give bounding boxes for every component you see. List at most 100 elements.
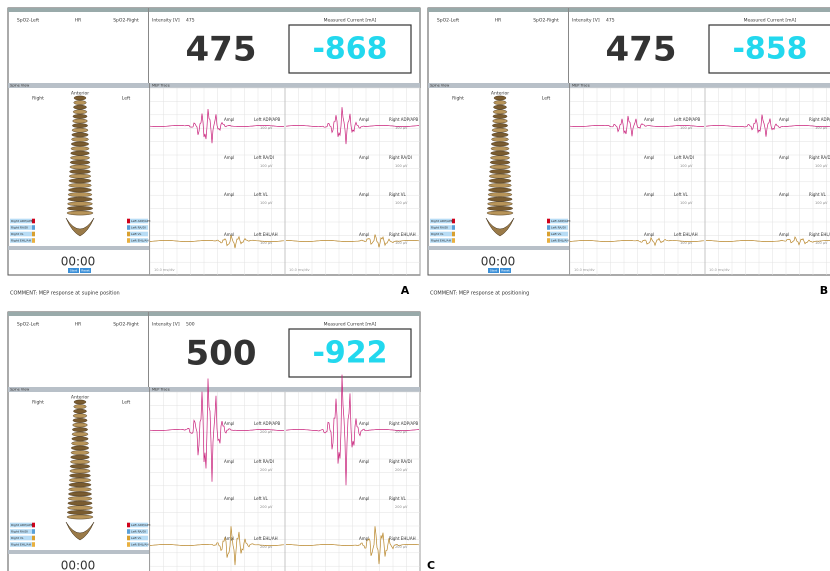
mep-trace-title: MEP Trace — [152, 84, 170, 88]
section-bar — [428, 83, 830, 88]
scale-label: 100 µV — [680, 201, 693, 205]
legend-label: Left ADP/APB — [131, 523, 151, 527]
intensity-label: Intensity [V] — [152, 322, 180, 328]
legend-swatch — [127, 529, 130, 534]
vertebra — [490, 160, 510, 164]
ampl-label: Ampl — [224, 155, 234, 160]
channel-label: Right EHL/AH — [809, 232, 830, 237]
vertebra — [67, 206, 92, 210]
scale-label: 200 µV — [395, 505, 408, 509]
ampl-label: Ampl — [224, 192, 234, 197]
vertebra — [72, 124, 87, 128]
channel-label: Right RA/DI — [389, 155, 412, 160]
vertebra — [71, 151, 90, 155]
legend-swatch — [32, 225, 35, 230]
vertebra — [73, 423, 88, 427]
channel-label: Left VL — [254, 192, 269, 197]
channel-label: Left EHL/AH — [674, 232, 698, 237]
intensity-value: 500 — [186, 322, 195, 328]
vertebra — [488, 202, 513, 206]
scale-label: 100 µV — [260, 164, 273, 168]
spine-anterior: Anterior — [491, 91, 509, 97]
intensity-value: 475 — [606, 18, 615, 24]
vertebra — [69, 174, 91, 178]
legend-label: Right RA/DI — [11, 530, 28, 534]
channel-label: Right EHL/AH — [389, 232, 416, 237]
vertebra — [73, 414, 87, 418]
legend-label: Right EHL/AH — [11, 239, 31, 243]
vertebra — [68, 193, 92, 197]
ampl-label: Ampl — [224, 459, 234, 464]
channel-label: Left EHL/AH — [254, 232, 278, 237]
timebase: 10.0 ms/div — [289, 268, 310, 272]
vertebra — [489, 174, 511, 178]
ampl-label: Ampl — [644, 155, 654, 160]
section-bar — [8, 83, 420, 88]
panel-letter: A — [401, 284, 410, 297]
vertebra — [490, 165, 510, 169]
button-label: Reset — [81, 269, 90, 273]
vital-label: SpO2-Right — [113, 322, 139, 328]
vertebra — [71, 147, 89, 151]
spine-right: Right — [32, 400, 44, 406]
ampl-label: Ampl — [359, 421, 369, 426]
spine-left: Left — [542, 96, 551, 102]
channel-label: Right EHL/AH — [389, 536, 416, 541]
button-label: Start — [70, 269, 78, 273]
ampl-label: Ampl — [359, 192, 369, 197]
legend-label: Left VL — [131, 232, 142, 236]
channel-label: Left ADP/APB — [254, 117, 281, 122]
title-bar — [149, 312, 420, 316]
spine-left: Left — [122, 400, 131, 406]
scale-label: 200 µV — [395, 468, 408, 472]
vertebra — [73, 114, 87, 118]
legend-swatch — [547, 219, 550, 224]
timebase: 10.0 ms/div — [709, 268, 730, 272]
vertebra — [71, 441, 88, 445]
screenshot: SpO2-LeftHRSpO2-RightIntensity [V]475Mea… — [0, 0, 830, 571]
vital-label: SpO2-Left — [437, 18, 459, 24]
vertebra — [73, 119, 88, 123]
channel-label: Left ADP/APB — [674, 117, 701, 122]
vital-label: HR — [75, 322, 82, 328]
channel-label: Left RA/DI — [254, 459, 274, 464]
section-bar — [428, 246, 569, 250]
scale-label: 100 µV — [260, 201, 273, 205]
legend-swatch — [127, 225, 130, 230]
vertebra — [74, 96, 86, 100]
scale-label: 200 µV — [260, 505, 273, 509]
legend-label: Left VL — [131, 536, 142, 540]
mep-trace-title: MEP Trace — [572, 84, 590, 88]
vertebra — [70, 474, 91, 478]
big-current: -858 — [732, 32, 807, 67]
vertebra — [70, 156, 89, 160]
mep-trace-title: MEP Trace — [152, 388, 170, 392]
ampl-label: Ampl — [779, 232, 789, 237]
legend-label: Left ADP/APB — [131, 219, 151, 223]
title-bar — [428, 8, 568, 12]
vertebra — [488, 188, 511, 192]
legend-swatch — [32, 542, 35, 547]
section-bar — [8, 550, 149, 554]
vertebra — [493, 105, 506, 109]
vertebra — [487, 211, 513, 215]
big-intensity: 475 — [606, 30, 677, 70]
legend-swatch — [32, 232, 35, 237]
title-bar — [8, 8, 148, 12]
vertebra — [71, 455, 90, 459]
vertebra — [71, 137, 88, 141]
legend-swatch — [32, 238, 35, 243]
scale-label: 100 µV — [395, 201, 408, 205]
legend-swatch — [32, 536, 35, 541]
panel: SpO2-LeftHRSpO2-RightIntensity [V]475Mea… — [428, 8, 830, 275]
legend-swatch — [452, 238, 455, 243]
channel-label: Right RA/DI — [389, 459, 412, 464]
vertebra — [69, 179, 91, 183]
channel-label: Left RA/DI — [254, 155, 274, 160]
vertebra — [68, 188, 91, 192]
timer: 00:00 — [61, 559, 96, 571]
vertebra — [490, 156, 509, 160]
vertebra — [67, 515, 93, 519]
legend-label: Left RA/DI — [551, 226, 566, 230]
scale-label: 100 µV — [395, 241, 408, 245]
